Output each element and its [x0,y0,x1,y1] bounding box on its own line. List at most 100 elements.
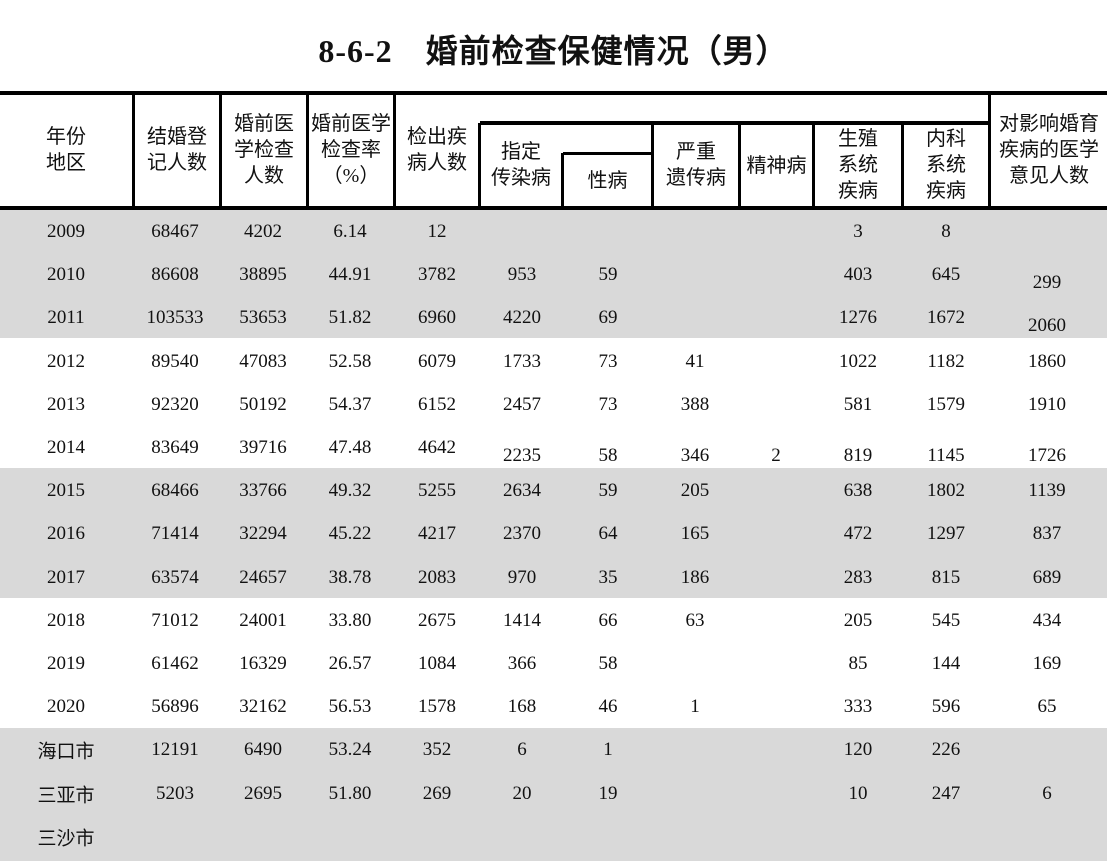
table-cell: 2083 [418,566,456,588]
row-shading [0,468,1107,598]
table-cell: 1733 [503,350,541,372]
col-divider [132,93,135,208]
table-cell: 103533 [146,307,204,329]
table-cell: 71414 [151,523,199,545]
table-cell: 41 [685,350,705,372]
table-cell: 388 [680,393,710,415]
table-cell: 1726 [1028,445,1066,466]
header-mental: 精神病 [746,155,807,177]
table-cell: 581 [843,393,873,415]
table-cell: 68466 [151,480,199,502]
table-cell: 69 [598,307,618,329]
table-cell: 299 [1032,272,1062,294]
table-cell: 819 [843,445,873,466]
table-cell: 1860 [1028,350,1066,372]
table-cell: 165 [680,523,710,545]
table-cell: 58 [598,445,618,466]
table-cell: 6079 [418,350,456,372]
table-cell: 1084 [418,653,456,674]
table-cell: 4217 [418,523,456,545]
row-label: 海口市 [37,741,95,763]
table-cell: 59 [598,480,618,502]
table-cell: 596 [931,696,961,718]
table-cell: 837 [1032,523,1062,545]
table-cell: 58 [598,653,618,674]
table-cell: 2 [771,445,781,466]
table-cell: 970 [507,566,537,588]
col-divider [219,93,222,208]
table-cell: 12191 [151,739,199,761]
row-label: 2013 [47,393,85,415]
table-cell: 346 [680,445,710,466]
table-cell: 434 [1032,609,1062,631]
table-cell: 53653 [239,307,287,329]
table-cell: 283 [843,566,873,588]
row-label: 2016 [47,523,85,545]
table-cell: 16329 [239,653,287,674]
header-premarital-exam-count: 婚前医 学检查 人数 [234,113,294,187]
table-cell: 205 [843,609,873,631]
table-cell: 89540 [151,350,199,372]
row-label: 2015 [47,480,85,502]
header-medical-opinions: 对影响婚育 疾病的医学 意见人数 [999,113,1099,187]
table-cell: 1145 [927,445,965,466]
table-cell: 19 [598,782,618,804]
table-cell: 333 [843,696,873,718]
col-divider [812,123,815,208]
table-cell: 4642 [418,437,456,458]
col-divider [393,93,396,208]
row-shading [0,210,1107,338]
table-cell: 10 [848,782,868,804]
table-cell: 38.78 [328,566,372,588]
table-cell: 8 [941,221,951,242]
table-cell: 1022 [839,350,877,372]
table-cell: 71012 [151,609,199,631]
table-cell: 12 [427,221,447,242]
table-cell: 47083 [239,350,287,372]
table-cell: 6 [517,739,527,761]
table-cell: 638 [843,480,873,502]
table-cell: 144 [931,653,961,674]
table-cell: 65 [1037,696,1057,718]
header-bottom-rule [0,206,1107,210]
col-divider [988,93,991,208]
table-cell: 472 [843,523,873,545]
table-cell: 32294 [239,523,287,545]
table-cell: 44.91 [328,264,372,286]
table-cell: 226 [931,739,961,761]
disease-group-rule [480,121,991,125]
table-cell: 24001 [239,609,287,631]
table-cell: 39716 [239,437,287,458]
table-cell: 6960 [418,307,456,329]
col-divider [738,123,741,208]
table-cell: 1182 [927,350,965,372]
table-cell: 2370 [503,523,541,545]
table-cell: 56.53 [328,696,372,718]
header-severe-genetic: 严重 遗传病 [666,141,726,189]
row-label: 2018 [47,609,85,631]
table-cell: 269 [422,782,452,804]
row-label: 2019 [47,653,85,674]
table-cell: 6490 [244,739,282,761]
table-cell: 5203 [156,782,194,804]
table-cell: 73 [598,393,618,415]
row-label: 2011 [47,307,85,329]
header-premarital-exam-rate: 婚前医学 检查率 （%） [311,113,391,187]
table-cell: 38895 [239,264,287,286]
table-cell: 815 [931,566,961,588]
row-shading [0,728,1107,861]
col-divider [901,123,904,208]
table-cell: 83649 [151,437,199,458]
header-designated-infectious: 指定 传染病 [491,141,551,189]
table-cell: 85 [848,653,868,674]
table-cell: 2634 [503,480,541,502]
table-cell: 2060 [1028,315,1066,337]
table-cell: 49.32 [328,480,372,502]
table-cell: 73 [598,350,618,372]
table-cell: 4202 [244,221,282,242]
row-label: 2020 [47,696,85,718]
header-year-region: 年份 地区 [46,126,86,174]
table-cell: 2675 [418,609,456,631]
table-cell: 6.14 [333,221,367,242]
